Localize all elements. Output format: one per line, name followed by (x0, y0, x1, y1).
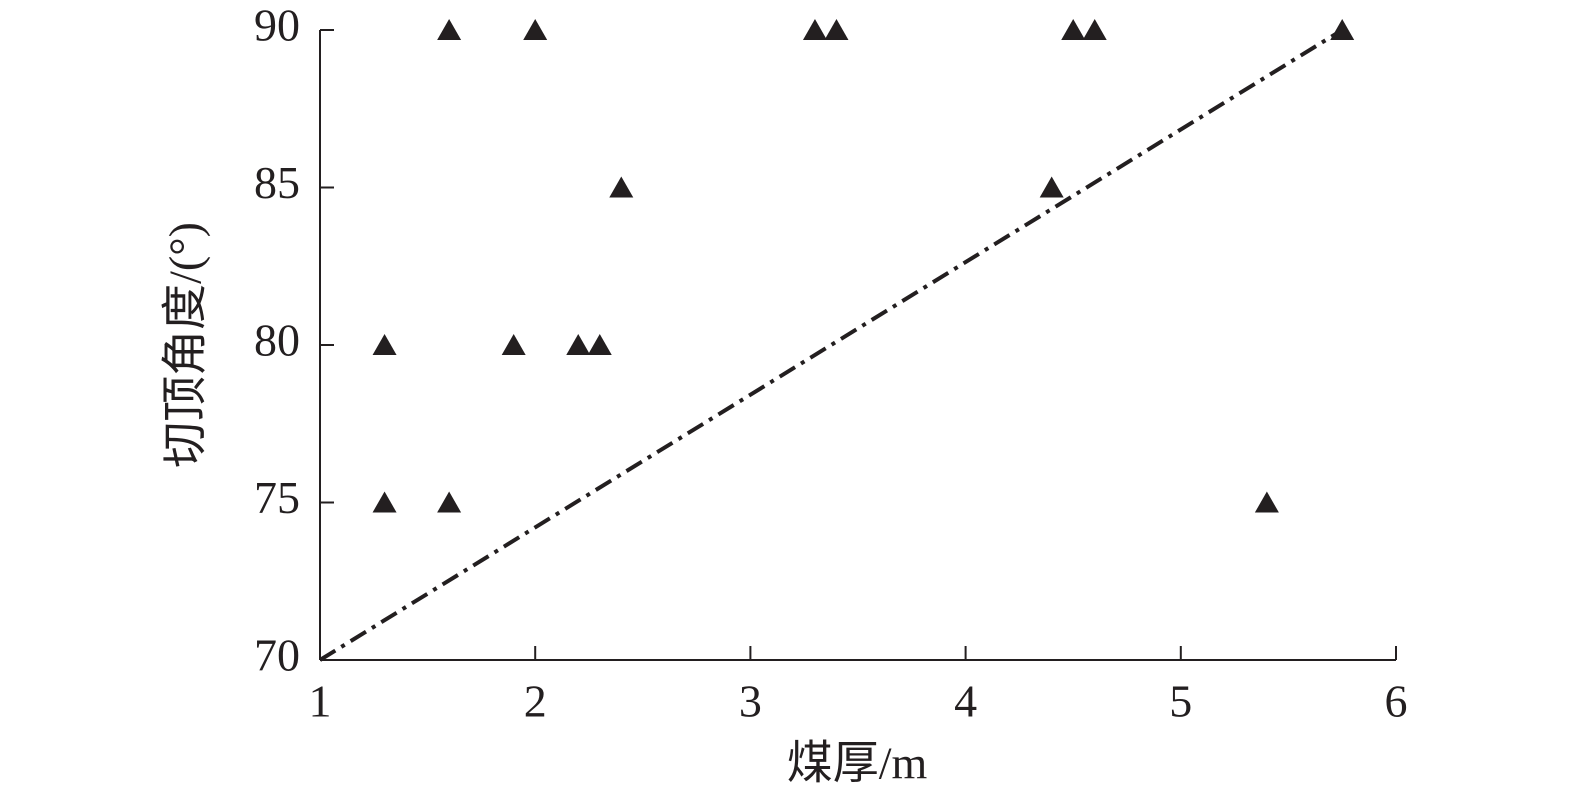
x-tick-label: 6 (1385, 676, 1408, 727)
point (1330, 19, 1355, 40)
point (587, 334, 612, 355)
y-tick-label: 90 (254, 0, 300, 51)
x-axis-label: 煤厚/m (787, 738, 928, 789)
x-tick-label: 1 (309, 676, 332, 727)
point (372, 334, 397, 355)
point (824, 19, 849, 40)
point (437, 491, 462, 513)
x-tick-label: 3 (739, 676, 762, 727)
y-tick-label: 75 (254, 472, 300, 523)
y-tick-label: 70 (254, 630, 300, 681)
point (372, 491, 397, 513)
y-axis-label: 切顶角度/(°) (160, 222, 211, 468)
y-tick-label: 80 (254, 315, 300, 366)
point (523, 19, 548, 40)
point (802, 19, 827, 40)
point (1039, 176, 1064, 198)
point (1061, 19, 1086, 40)
x-tick-label: 2 (524, 676, 547, 727)
point (1082, 19, 1107, 40)
point (437, 19, 462, 40)
point (501, 334, 526, 355)
x-tick-label: 4 (954, 676, 977, 727)
y-tick-label: 85 (254, 157, 300, 208)
point (609, 176, 634, 198)
point (1254, 491, 1279, 513)
point (566, 334, 591, 355)
trend-line (318, 28, 1344, 662)
x-tick-label: 5 (1169, 676, 1192, 727)
